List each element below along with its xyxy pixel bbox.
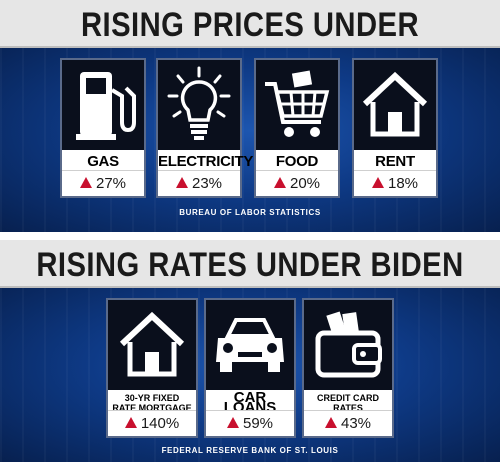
card-gas: GAS 27% xyxy=(60,58,146,198)
card-mortgage: 30-YR FIXED RATE MORTGAGE 140% xyxy=(106,298,198,438)
card-label: GAS xyxy=(62,150,144,173)
card-food: FOOD 20% xyxy=(254,58,340,198)
card-value: 59% xyxy=(206,410,294,436)
up-triangle-icon xyxy=(273,177,286,188)
light-bulb-icon xyxy=(158,60,240,150)
up-triangle-icon xyxy=(226,417,239,428)
prices-source: BUREAU OF LABOR STATISTICS xyxy=(179,208,321,217)
up-triangle-icon xyxy=(371,177,384,188)
house-icon xyxy=(108,300,196,390)
card-value: 140% xyxy=(108,410,196,436)
gas-pump-icon xyxy=(62,60,144,150)
card-label: FOOD xyxy=(256,150,338,173)
up-triangle-icon xyxy=(175,177,188,188)
card-electricity: ELECTRICITY 23% xyxy=(156,58,253,198)
up-triangle-icon xyxy=(79,177,92,188)
rates-title: RISING RATES UNDER BIDEN xyxy=(36,246,464,284)
rates-source: FEDERAL RESERVE BANK OF ST. LOUIS xyxy=(161,446,339,455)
up-triangle-icon xyxy=(324,417,337,428)
card-value: 27% xyxy=(62,170,144,196)
card-value: 23% xyxy=(158,170,240,196)
card-rent: RENT 18% xyxy=(352,58,438,198)
shopping-cart-icon xyxy=(256,60,338,150)
wallet-icon xyxy=(304,300,392,390)
card-value: 43% xyxy=(304,410,392,436)
card-label: RENT xyxy=(354,150,436,173)
up-triangle-icon xyxy=(124,417,137,428)
house-icon xyxy=(354,60,436,150)
title-band xyxy=(0,0,500,48)
card-label: ELECTRICITY xyxy=(158,150,253,173)
rates-panel: RISING RATES UNDER BIDEN 30-YR FIXED RAT… xyxy=(0,240,500,462)
prices-panel: RISING PRICES UNDER BIDEN GAS 27% xyxy=(0,0,500,232)
title-band xyxy=(0,240,500,288)
card-car-loans: CAR LOANS 59% xyxy=(204,298,296,438)
card-credit-card: CREDIT CARD RATES 43% xyxy=(302,298,394,438)
card-value: 18% xyxy=(354,170,436,196)
card-value: 20% xyxy=(256,170,338,196)
car-icon xyxy=(206,300,294,390)
